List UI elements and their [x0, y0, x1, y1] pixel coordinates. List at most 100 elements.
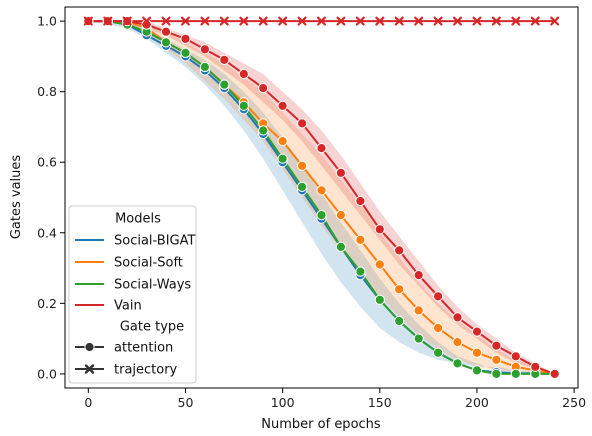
x-tick-label: 50	[178, 395, 194, 410]
line-vain-trajectory-point	[355, 16, 365, 26]
line-vain-point	[549, 368, 560, 379]
line-vain-trajectory-point	[297, 16, 307, 26]
plot-frame	[64, 6, 579, 389]
line-social-soft-point	[491, 354, 502, 365]
line-vain-point	[355, 195, 366, 207]
line-vain-point	[510, 351, 521, 362]
band-social-bigat	[88, 21, 555, 374]
line-social-ways-point	[219, 79, 230, 90]
line-vain-point	[180, 33, 191, 44]
x-tick-label: 250	[562, 395, 586, 410]
x-tick-label: 200	[465, 395, 489, 410]
line-vain-point	[297, 118, 308, 129]
legend-title-gate-type: Gate type	[120, 320, 184, 335]
line-vain-point	[491, 340, 502, 351]
line-vain-trajectory-point	[491, 16, 501, 26]
y-tick-label: 0.6	[37, 155, 57, 170]
y-axis-ticks: 0.0 0.2 0.4 0.6 0.8 1.0	[37, 14, 65, 381]
line-vain-point	[199, 44, 210, 55]
x-axis-label: Number of epochs	[261, 417, 381, 432]
line-social-ways-point	[277, 153, 288, 164]
line-social-soft-point	[413, 305, 424, 316]
line-social-ways-point	[374, 294, 385, 305]
legend-label-trajectory: trajectory	[114, 363, 178, 378]
y-tick-label: 0.4	[37, 225, 57, 240]
line-vain-point	[335, 167, 346, 178]
line-vain-trajectory-point	[142, 16, 152, 26]
legend-marker-trajectory	[84, 364, 95, 374]
y-tick-label: 0.0	[37, 366, 57, 381]
line-social-ways-point	[355, 266, 366, 277]
line-social-soft-point	[374, 259, 385, 270]
y-tick-label: 0.8	[37, 84, 57, 99]
line-vain-trajectory-point	[219, 16, 229, 26]
legend-label-social-ways: Social-Ways	[114, 278, 191, 293]
legend-marker-attention	[84, 341, 95, 353]
line-social-soft-point	[471, 347, 483, 358]
line-social-ways-point	[433, 347, 444, 358]
legend-title-models: Models	[115, 212, 161, 227]
x-tick-label: 0	[84, 395, 92, 410]
line-vain-trajectory-point	[103, 16, 113, 26]
line-social-ways-point	[491, 368, 502, 379]
y-tick-label: 1.0	[37, 14, 57, 29]
line-vain-point	[277, 100, 288, 111]
line-vain-trajectory-point	[336, 16, 346, 26]
line-vain-trajectory-point	[200, 16, 210, 26]
line-vain-point	[530, 361, 541, 372]
line-vain-point	[258, 83, 269, 94]
line-vain-point	[238, 68, 249, 80]
line-social-ways-point	[238, 100, 249, 111]
line-vain-trajectory-point	[453, 16, 463, 26]
line-vain-point	[452, 312, 463, 323]
line-social-soft-point	[433, 322, 444, 334]
line-vain-trajectory-point	[550, 16, 560, 26]
legend-label-social-bigat: Social-BIGAT	[114, 234, 195, 249]
line-vain-point	[160, 26, 172, 37]
line-social-soft-point	[297, 160, 308, 171]
line-vain-trajectory-point	[278, 16, 288, 26]
x-tick-label: 150	[368, 395, 392, 410]
y-axis-label: Gates values	[9, 155, 24, 240]
line-vain-trajectory-point	[239, 16, 249, 26]
line-social-soft-point	[452, 337, 463, 348]
line-vain-trajectory-point	[530, 16, 540, 26]
line-vain-trajectory-point	[317, 16, 326, 26]
line-social-ways-point	[335, 241, 346, 252]
x-axis-ticks: 0 50 100 150 200 250	[84, 388, 586, 410]
line-social-ways-point	[199, 61, 210, 73]
line-vain-point	[374, 224, 385, 235]
line-social-soft-point	[394, 284, 405, 295]
line-social-ways-point	[160, 37, 172, 48]
line-vain-point	[433, 291, 444, 302]
line-vain-trajectory-point	[180, 16, 190, 26]
line-vain-trajectory-point	[433, 16, 443, 26]
line-social-ways-point	[413, 333, 424, 344]
line-vain-point	[394, 245, 405, 256]
legend: Models Social-BIGAT Social-Soft Social-Ways…	[68, 205, 197, 384]
line-vain-point	[316, 143, 327, 154]
series-markers	[83, 16, 560, 379]
line-social-ways-point	[394, 315, 405, 327]
x-tick-label: 100	[271, 395, 295, 410]
line-social-soft-point	[277, 136, 288, 147]
line-vain-trajectory-point	[394, 16, 404, 26]
line-vain-trajectory-point	[472, 16, 482, 26]
line-social-ways-point	[452, 358, 463, 369]
band-social-soft	[88, 21, 555, 374]
legend-box	[68, 205, 197, 384]
line-social-ways-point	[297, 181, 308, 192]
line-social-ways-point	[471, 365, 483, 376]
line-vain-trajectory-point	[375, 16, 385, 26]
legend-label-vain: Vain	[114, 299, 142, 314]
legend-label-social-soft: Social-Soft	[114, 256, 183, 271]
line-social-ways-point	[316, 210, 327, 221]
line-social-soft-point	[355, 234, 366, 245]
line-social-soft-point	[335, 210, 346, 221]
line-social-soft-point	[316, 185, 327, 196]
line-social-ways-point	[180, 47, 191, 59]
legend-label-attention: attention	[114, 341, 173, 356]
y-tick-label: 0.2	[37, 296, 57, 311]
line-vain-point	[219, 54, 230, 66]
